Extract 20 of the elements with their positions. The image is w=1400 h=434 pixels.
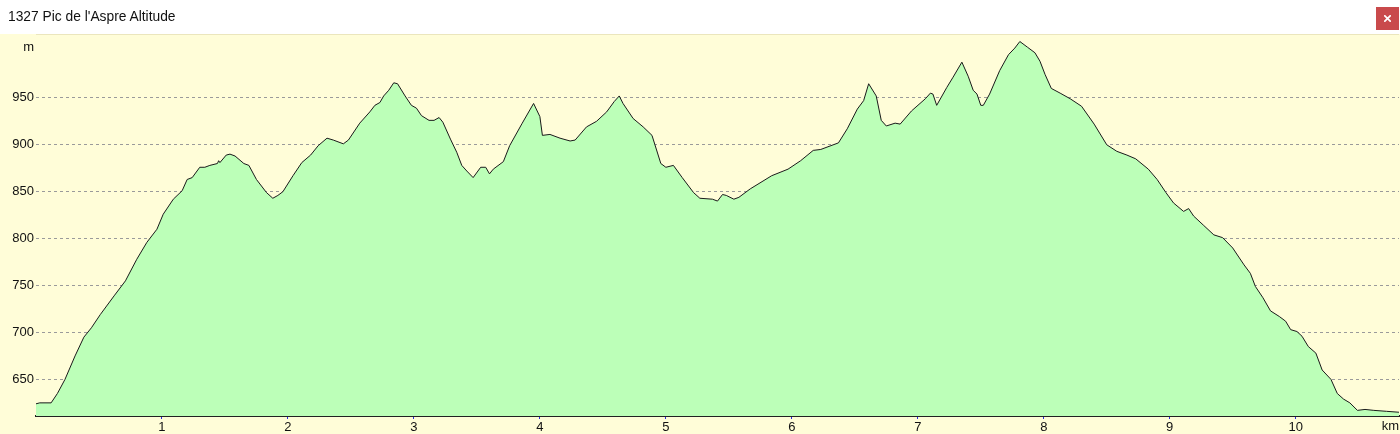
x-tick-label: 4 <box>536 419 544 434</box>
y-tick-label: 750 <box>12 277 34 293</box>
y-tick-label: 950 <box>12 89 34 105</box>
x-tick-label: 6 <box>788 419 796 434</box>
x-tick-label: 8 <box>1040 419 1048 434</box>
x-tick-label: 7 <box>914 419 922 434</box>
y-tick-label: 650 <box>12 370 34 386</box>
chart-title: 1327 Pic de l'Aspre Altitude <box>8 9 176 25</box>
x-tick-label: 3 <box>410 419 418 434</box>
x-tick-label: 2 <box>284 419 292 434</box>
x-tick-label: 10 <box>1288 419 1303 434</box>
y-tick-label: 700 <box>12 324 34 340</box>
y-tick-label: 900 <box>12 136 34 152</box>
y-tick-label: 850 <box>12 183 34 199</box>
x-tick-label: 5 <box>662 419 670 434</box>
x-tick-label: 1 <box>158 419 166 434</box>
x-tick-label: 9 <box>1166 419 1174 434</box>
y-tick-label: 800 <box>12 230 34 246</box>
x-axis-title: km <box>1381 417 1399 433</box>
y-axis-title: m <box>23 38 34 54</box>
